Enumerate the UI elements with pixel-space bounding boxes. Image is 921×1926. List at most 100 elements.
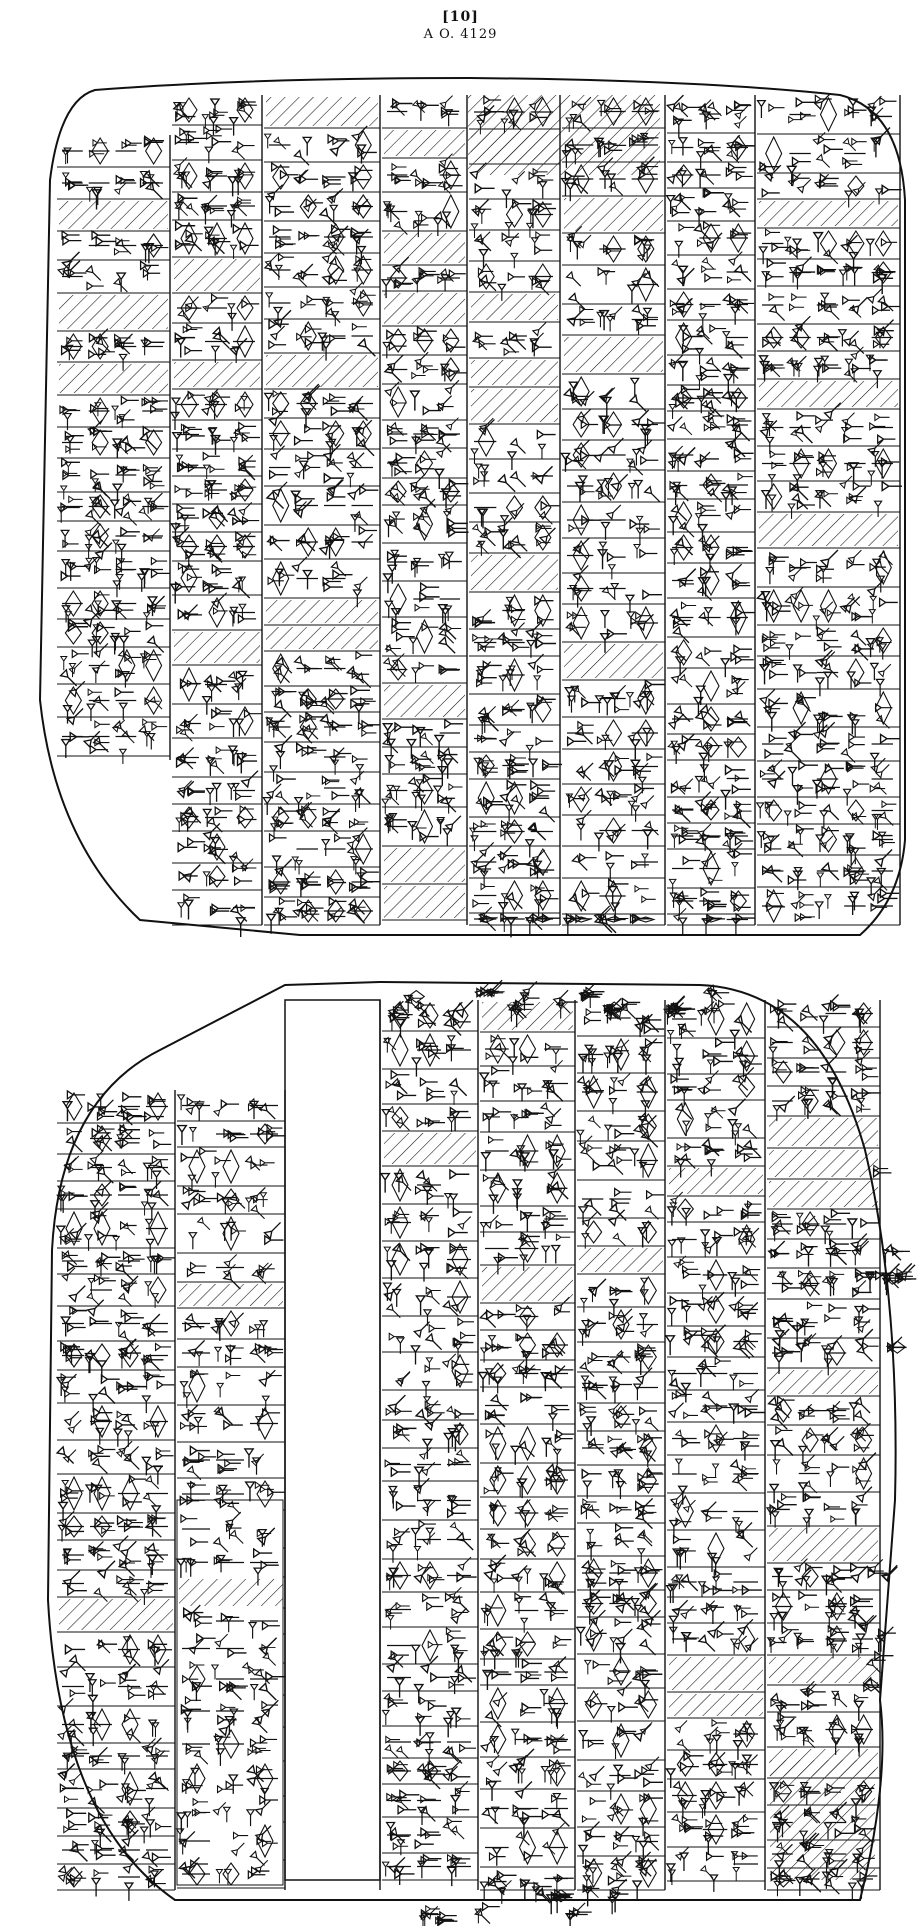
cuneiform-sign bbox=[839, 475, 871, 505]
cuneiform-wedge bbox=[626, 284, 638, 304]
cuneiform-sign bbox=[485, 1846, 509, 1866]
cuneiform-sign bbox=[869, 549, 893, 593]
cuneiform-wedge bbox=[553, 1744, 571, 1755]
cuneiform-wedge bbox=[551, 1808, 570, 1827]
reverse-empty-case bbox=[176, 1499, 284, 1886]
cuneiform-sign bbox=[322, 174, 346, 189]
cuneiform-wedge bbox=[56, 260, 73, 277]
cuneiform-wedge bbox=[425, 1732, 435, 1750]
cuneiform-sign bbox=[839, 592, 873, 622]
cuneiform-wedge bbox=[869, 595, 878, 611]
cuneiform-sign bbox=[176, 780, 205, 799]
cuneiform-sign bbox=[596, 306, 623, 332]
cuneiform-sign bbox=[724, 431, 754, 464]
cuneiform-sign bbox=[594, 471, 629, 501]
cuneiform-sign bbox=[205, 782, 222, 806]
cuneiform-sign bbox=[842, 295, 869, 318]
cuneiform-sign bbox=[700, 1324, 726, 1358]
cuneiform-wedge bbox=[210, 293, 229, 303]
cuneiform-wedge bbox=[346, 472, 355, 488]
cuneiform-sign bbox=[207, 427, 231, 455]
cuneiform-sign bbox=[666, 1295, 702, 1326]
cuneiform-wedge bbox=[118, 748, 128, 765]
cuneiform-wedge bbox=[411, 99, 426, 113]
cuneiform-sign bbox=[723, 736, 748, 759]
cuneiform-wedge bbox=[174, 484, 191, 494]
cuneiform-wedge bbox=[239, 462, 253, 476]
cuneiform-wedge bbox=[732, 809, 751, 829]
cuneiform-sign bbox=[721, 826, 754, 853]
cuneiform-wedge bbox=[194, 1103, 205, 1122]
cuneiform-wedge bbox=[732, 415, 752, 427]
cuneiform-wedge bbox=[150, 504, 165, 513]
cuneiform-sign bbox=[789, 315, 811, 351]
cuneiform-wedge bbox=[635, 1670, 652, 1680]
cuneiform-wedge bbox=[124, 652, 142, 663]
cuneiform-wedge bbox=[59, 668, 78, 687]
cuneiform-sign bbox=[545, 1133, 572, 1170]
cuneiform-wedge bbox=[122, 1137, 140, 1148]
cuneiform-sign bbox=[413, 325, 437, 353]
cuneiform-sign bbox=[669, 290, 694, 319]
cuneiform-wedge bbox=[382, 1036, 397, 1051]
cuneiform-sign bbox=[211, 1148, 240, 1188]
cuneiform-wedge bbox=[138, 568, 151, 589]
cuneiform-wedge bbox=[877, 433, 896, 445]
cuneiform-wedge bbox=[694, 347, 705, 365]
cuneiform-sign bbox=[182, 1312, 210, 1333]
cuneiform-wedge bbox=[171, 432, 183, 453]
cuneiform-wedge bbox=[676, 1237, 686, 1254]
cuneiform-sign bbox=[322, 222, 351, 256]
cuneiform-wedge bbox=[816, 872, 825, 888]
cuneiform-sign bbox=[347, 395, 373, 422]
cuneiform-sign bbox=[447, 1521, 474, 1551]
cuneiform-sign bbox=[838, 262, 863, 287]
cuneiform-wedge bbox=[525, 639, 536, 658]
cuneiform-wedge bbox=[206, 131, 222, 141]
cuneiform-wedge bbox=[704, 646, 722, 656]
cuneiform-wedge bbox=[209, 722, 225, 731]
cuneiform-wedge bbox=[616, 1681, 633, 1697]
cuneiform-wedge bbox=[846, 559, 865, 570]
cuneiform-wedge bbox=[535, 230, 551, 240]
cuneiform-sign bbox=[411, 99, 439, 121]
damaged-case bbox=[769, 1657, 878, 1683]
cuneiform-sign bbox=[84, 1475, 115, 1512]
cuneiform-sign bbox=[498, 728, 521, 748]
cuneiform-wedge bbox=[769, 449, 786, 459]
cuneiform-wedge bbox=[68, 660, 83, 675]
cuneiform-wedge bbox=[90, 189, 103, 210]
cuneiform-wedge bbox=[154, 1342, 172, 1352]
cuneiform-wedge bbox=[144, 1520, 162, 1538]
cuneiform-sign bbox=[116, 1381, 147, 1395]
cuneiform-sign bbox=[474, 734, 497, 744]
cuneiform-wedge bbox=[66, 1807, 87, 1819]
cuneiform-wedge bbox=[274, 790, 290, 806]
cuneiform-wedge bbox=[146, 635, 165, 653]
cuneiform-sign bbox=[143, 1404, 168, 1439]
cuneiform-sign bbox=[384, 1602, 411, 1630]
cuneiform-wedge bbox=[761, 187, 780, 199]
cuneiform-wedge bbox=[520, 1617, 529, 1633]
cuneiform-sign bbox=[228, 603, 257, 627]
cuneiform-sign bbox=[726, 674, 749, 699]
cuneiform-sign bbox=[696, 1001, 725, 1037]
cuneiform-wedge bbox=[593, 446, 610, 463]
cuneiform-sign bbox=[200, 388, 231, 420]
cuneiform-sign bbox=[432, 782, 463, 814]
cuneiform-wedge bbox=[616, 1628, 633, 1646]
cuneiform-sign bbox=[86, 1299, 112, 1327]
cuneiform-wedge bbox=[303, 231, 320, 241]
cuneiform-wedge bbox=[793, 424, 813, 444]
cuneiform-wedge bbox=[609, 1637, 618, 1653]
cuneiform-sign bbox=[577, 1044, 604, 1074]
cuneiform-wedge bbox=[144, 181, 164, 200]
cuneiform-wedge bbox=[268, 469, 288, 480]
cuneiform-wedge bbox=[645, 1189, 665, 1200]
cuneiform-sign bbox=[213, 1344, 244, 1366]
cuneiform-wedge bbox=[581, 888, 600, 899]
cuneiform-wedge bbox=[727, 251, 743, 267]
cuneiform-sign bbox=[581, 1468, 602, 1499]
cuneiform-wedge bbox=[589, 1609, 606, 1627]
cuneiform-wedge bbox=[872, 272, 894, 284]
